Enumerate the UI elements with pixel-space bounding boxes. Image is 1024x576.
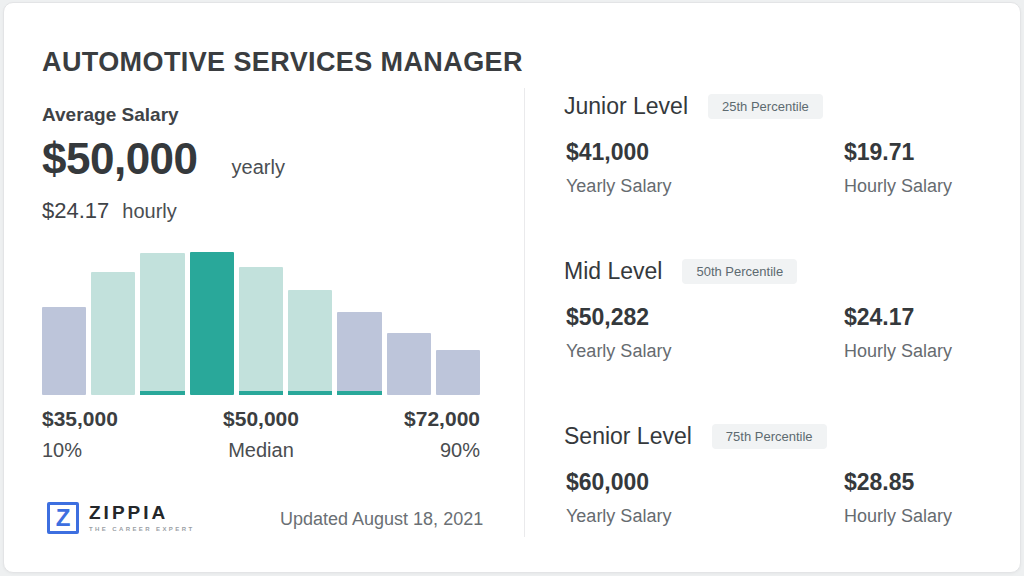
histogram-bar-base-strip	[239, 391, 283, 395]
level-junior-head: Junior Level 25th Percentile	[564, 93, 1004, 120]
axis-median-value: $50,000	[223, 407, 299, 431]
average-yearly-value: $50,000	[42, 134, 198, 184]
average-salary-label: Average Salary	[42, 104, 179, 126]
level-junior-hourly-value: $19.71	[844, 139, 952, 166]
salary-distribution-chart	[42, 252, 480, 395]
histogram-bar-1	[42, 307, 86, 395]
histogram-bar-7	[337, 312, 381, 395]
level-senior-percentile-badge: 75th Percentile	[712, 424, 827, 449]
level-junior-yearly: $41,000 Yearly Salary	[566, 139, 671, 197]
histogram-bar-base-strip	[337, 391, 381, 395]
level-mid-percentile-badge: 50th Percentile	[682, 259, 797, 284]
level-junior-hourly-label: Hourly Salary	[844, 176, 952, 197]
level-senior-yearly-label: Yearly Salary	[566, 506, 671, 527]
level-junior-yearly-value: $41,000	[566, 139, 671, 166]
histogram-bar-base-strip	[288, 391, 332, 395]
level-mid-hourly: $24.17 Hourly Salary	[844, 304, 952, 362]
level-section-senior: Senior Level 75th Percentile $60,000 Yea…	[564, 423, 1004, 553]
chart-axis-labels: $35,000 10% $50,000 Median $72,000 90%	[42, 407, 480, 459]
level-junior-percentile-badge: 25th Percentile	[708, 94, 823, 119]
level-mid-yearly: $50,282 Yearly Salary	[566, 304, 671, 362]
zippia-brand: ZIPPIA	[89, 503, 194, 522]
axis-p90-value: $72,000	[404, 407, 480, 431]
axis-label-median: $50,000 Median	[223, 407, 299, 462]
average-hourly-unit: hourly	[122, 200, 176, 223]
histogram-bar-8	[387, 333, 431, 395]
average-hourly-value: $24.17	[42, 198, 109, 224]
level-senior-head: Senior Level 75th Percentile	[564, 423, 1004, 450]
salary-card: AUTOMOTIVE SERVICES MANAGER Average Sala…	[3, 2, 1021, 573]
level-mid-yearly-label: Yearly Salary	[566, 341, 671, 362]
zippia-logo[interactable]: Z ZIPPIA THE CAREER EXPERT	[47, 502, 194, 534]
level-mid-hourly-value: $24.17	[844, 304, 952, 331]
histogram-bar-2	[91, 272, 135, 395]
level-mid-name: Mid Level	[564, 258, 662, 285]
zippia-logo-icon: Z	[47, 502, 79, 534]
vertical-divider	[524, 88, 525, 537]
histogram-bar-5	[239, 267, 283, 395]
level-section-junior: Junior Level 25th Percentile $41,000 Yea…	[564, 93, 1004, 223]
axis-label-p10: $35,000 10%	[42, 407, 118, 462]
axis-p90-sub: 90%	[404, 439, 480, 462]
updated-date: Updated August 18, 2021	[280, 509, 483, 530]
axis-label-p90: $72,000 90%	[404, 407, 480, 462]
average-yearly-unit: yearly	[232, 156, 285, 179]
level-junior-name: Junior Level	[564, 93, 688, 120]
level-junior-yearly-label: Yearly Salary	[566, 176, 671, 197]
zippia-logo-text: ZIPPIA THE CAREER EXPERT	[89, 503, 194, 532]
level-mid-head: Mid Level 50th Percentile	[564, 258, 1004, 285]
level-mid-hourly-label: Hourly Salary	[844, 341, 952, 362]
level-section-mid: Mid Level 50th Percentile $50,282 Yearly…	[564, 258, 1004, 388]
axis-p10-value: $35,000	[42, 407, 118, 431]
axis-p10-sub: 10%	[42, 439, 118, 462]
average-hourly-row: $24.17 hourly	[42, 198, 177, 224]
histogram-bar-6	[288, 290, 332, 395]
histogram-bar-4	[190, 252, 234, 395]
level-senior-hourly-label: Hourly Salary	[844, 506, 952, 527]
level-junior-hourly: $19.71 Hourly Salary	[844, 139, 952, 197]
level-senior-hourly-value: $28.85	[844, 469, 952, 496]
page-title: AUTOMOTIVE SERVICES MANAGER	[42, 47, 523, 78]
histogram-bar-base-strip	[140, 391, 184, 395]
level-senior-name: Senior Level	[564, 423, 692, 450]
zippia-tagline: THE CAREER EXPERT	[89, 526, 194, 532]
level-senior-hourly: $28.85 Hourly Salary	[844, 469, 952, 527]
histogram-bar-9	[436, 350, 480, 395]
level-senior-yearly-value: $60,000	[566, 469, 671, 496]
level-senior-yearly: $60,000 Yearly Salary	[566, 469, 671, 527]
level-mid-yearly-value: $50,282	[566, 304, 671, 331]
axis-median-sub: Median	[223, 439, 299, 462]
histogram-bar-3	[140, 253, 184, 395]
average-yearly-row: $50,000 yearly	[42, 134, 285, 184]
